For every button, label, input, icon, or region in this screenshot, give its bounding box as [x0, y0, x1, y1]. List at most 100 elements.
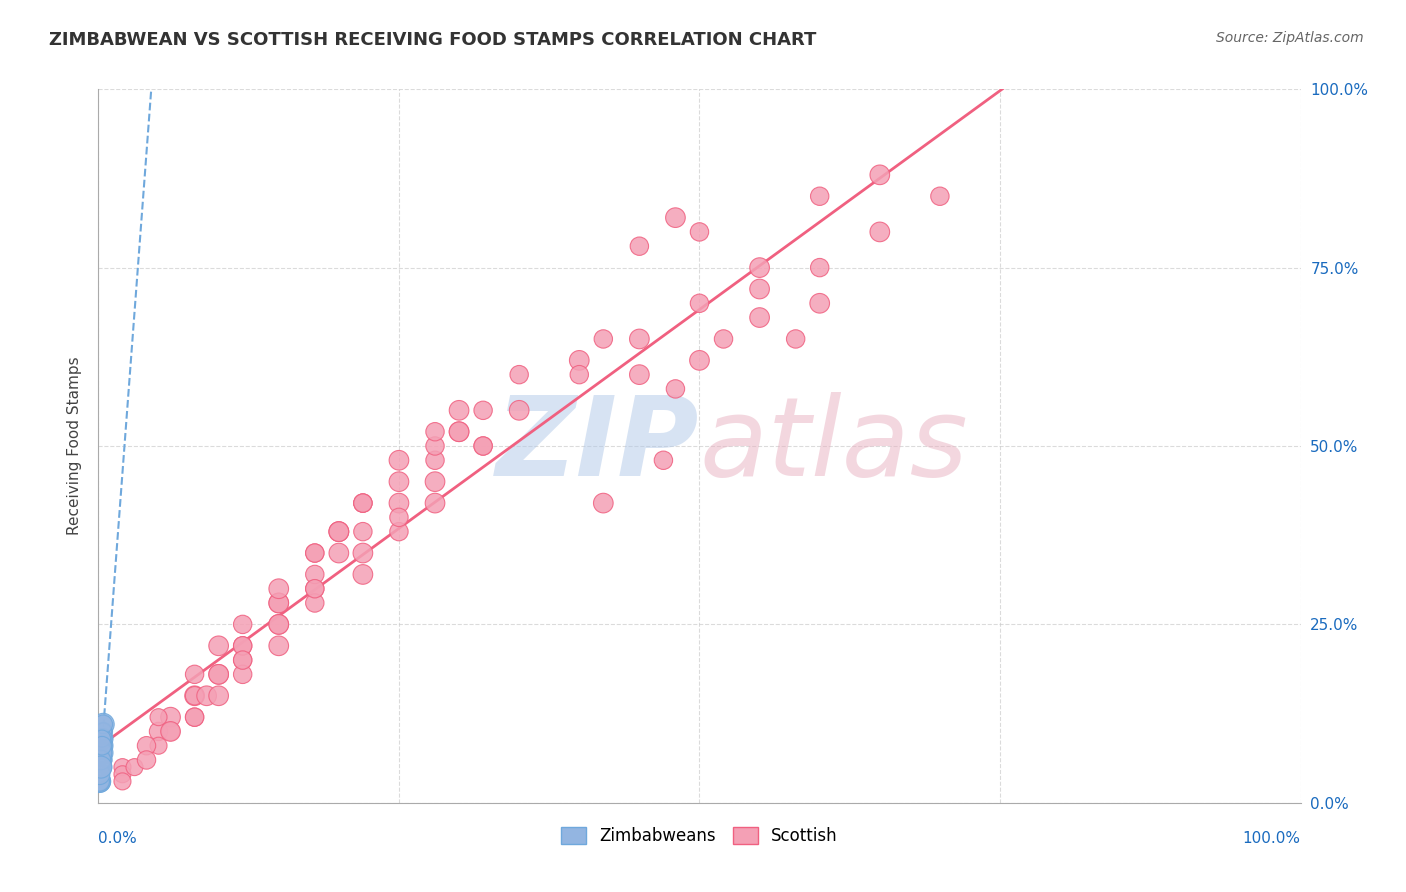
Point	[90, 760, 112, 774]
Point	[808, 296, 831, 310]
Point	[388, 496, 411, 510]
Point	[124, 760, 146, 774]
Point	[90, 746, 112, 760]
Text: Source: ZipAtlas.com: Source: ZipAtlas.com	[1216, 31, 1364, 45]
Point	[91, 731, 114, 746]
Point	[568, 368, 591, 382]
Point	[423, 439, 446, 453]
Point	[91, 717, 114, 731]
Point	[90, 753, 112, 767]
Point	[328, 524, 350, 539]
Point	[89, 767, 111, 781]
Point	[90, 753, 112, 767]
Point	[232, 617, 254, 632]
Point	[183, 710, 205, 724]
Point	[304, 567, 326, 582]
Point	[111, 760, 134, 774]
Point	[472, 439, 495, 453]
Point	[352, 546, 374, 560]
Point	[89, 774, 111, 789]
Point	[159, 724, 181, 739]
Point	[89, 774, 111, 789]
Point	[748, 260, 770, 275]
Point	[869, 225, 891, 239]
Point	[447, 425, 470, 439]
Point	[304, 546, 326, 560]
Point	[90, 760, 112, 774]
Point	[91, 739, 114, 753]
Point	[90, 760, 112, 774]
Point	[267, 617, 290, 632]
Point	[472, 439, 495, 453]
Point	[447, 425, 470, 439]
Text: ZIMBABWEAN VS SCOTTISH RECEIVING FOOD STAMPS CORRELATION CHART: ZIMBABWEAN VS SCOTTISH RECEIVING FOOD ST…	[49, 31, 817, 49]
Point	[90, 753, 112, 767]
Point	[148, 710, 170, 724]
Point	[689, 296, 711, 310]
Point	[91, 739, 114, 753]
Point	[568, 353, 591, 368]
Point	[447, 403, 470, 417]
Point	[785, 332, 807, 346]
Legend: Zimbabweans, Scottish: Zimbabweans, Scottish	[554, 820, 845, 852]
Point	[508, 403, 530, 417]
Point	[111, 774, 134, 789]
Point	[267, 582, 290, 596]
Point	[352, 496, 374, 510]
Point	[90, 753, 112, 767]
Point	[159, 710, 181, 724]
Point	[111, 767, 134, 781]
Point	[592, 332, 614, 346]
Point	[592, 496, 614, 510]
Point	[352, 496, 374, 510]
Point	[304, 582, 326, 596]
Point	[90, 753, 112, 767]
Point	[208, 667, 231, 681]
Point	[423, 453, 446, 467]
Point	[183, 689, 205, 703]
Point	[388, 453, 411, 467]
Point	[304, 596, 326, 610]
Point	[472, 403, 495, 417]
Point	[135, 739, 157, 753]
Point	[90, 753, 112, 767]
Point	[91, 739, 114, 753]
Point	[232, 639, 254, 653]
Point	[267, 617, 290, 632]
Point	[423, 475, 446, 489]
Point	[628, 239, 651, 253]
Point	[628, 332, 651, 346]
Point	[808, 189, 831, 203]
Point	[508, 368, 530, 382]
Point	[91, 739, 114, 753]
Point	[90, 753, 112, 767]
Point	[90, 746, 112, 760]
Point	[208, 639, 231, 653]
Point	[328, 524, 350, 539]
Point	[89, 767, 111, 781]
Point	[90, 753, 112, 767]
Point	[91, 731, 114, 746]
Point	[928, 189, 950, 203]
Point	[91, 731, 114, 746]
Point	[628, 368, 651, 382]
Point	[183, 689, 205, 703]
Point	[195, 689, 218, 703]
Point	[135, 753, 157, 767]
Point	[89, 774, 111, 789]
Point	[748, 282, 770, 296]
Point	[352, 567, 374, 582]
Point	[148, 724, 170, 739]
Point	[423, 425, 446, 439]
Point	[304, 582, 326, 596]
Point	[689, 225, 711, 239]
Point	[90, 746, 112, 760]
Point	[208, 667, 231, 681]
Text: 100.0%: 100.0%	[1243, 831, 1301, 847]
Point	[91, 724, 114, 739]
Point	[91, 746, 114, 760]
Point	[89, 767, 111, 781]
Point	[89, 774, 111, 789]
Point	[748, 310, 770, 325]
Point	[232, 667, 254, 681]
